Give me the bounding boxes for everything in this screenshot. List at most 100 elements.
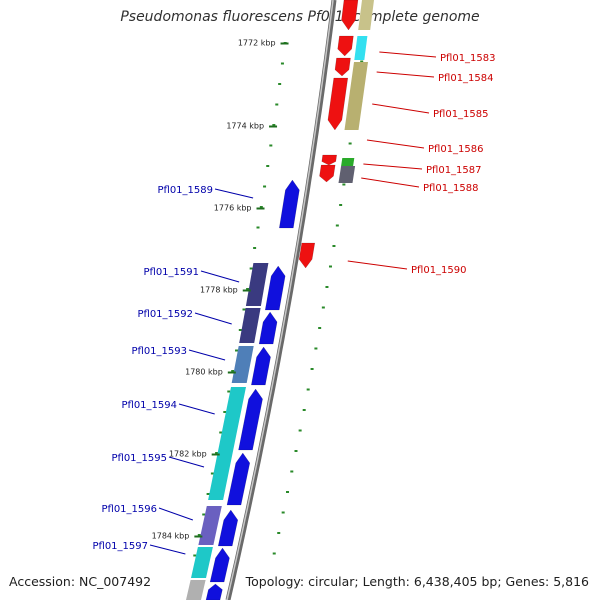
forward-gene xyxy=(205,583,223,600)
tick-dot xyxy=(259,206,263,208)
leader-line xyxy=(178,403,215,415)
forward-gene xyxy=(279,179,300,229)
gene-label-pfl01_1597: Pfl01_1597 xyxy=(92,541,148,552)
tick-dot xyxy=(335,224,339,227)
reverse-gene xyxy=(327,77,349,131)
tick-dot xyxy=(253,247,257,249)
tick-dot xyxy=(318,327,322,329)
reverse-gene xyxy=(337,35,354,57)
forward-gene xyxy=(209,547,230,583)
gene-label-pfl01_1583: Pfl01_1583 xyxy=(440,53,496,64)
tick-dot xyxy=(249,267,253,270)
leader-line xyxy=(372,103,430,114)
backbone-line xyxy=(225,0,337,600)
tick-dot xyxy=(280,62,284,65)
scale-tick-label: 1782 kbp xyxy=(169,450,207,459)
tick-dot xyxy=(328,265,332,268)
gene-label-pfl01_1593: Pfl01_1593 xyxy=(131,346,187,357)
category-bar xyxy=(231,346,254,383)
leader-line xyxy=(194,312,232,325)
scale-tick-label: 1778 kbp xyxy=(200,286,238,295)
accession-text: Accession: NC_007492 xyxy=(9,574,152,589)
tick-dot xyxy=(339,204,343,206)
scale-ticks: 1772 kbp 1774 kbp 1776 kbp 1778 kbp 1780 kbp… xyxy=(152,39,289,541)
scale-tick-mark xyxy=(211,453,220,456)
tick-dot xyxy=(348,142,352,145)
tick-dot xyxy=(246,288,250,290)
gene-label-pfl01_1591: Pfl01_1591 xyxy=(143,267,199,278)
scale-tick-mark xyxy=(280,42,289,45)
category-bar xyxy=(341,158,355,166)
tick-dot xyxy=(306,388,310,391)
backbone xyxy=(225,0,337,600)
scale-tick-mark xyxy=(194,535,203,538)
tick-dot xyxy=(210,472,214,475)
tick-dot xyxy=(219,431,223,434)
gene-label-pfl01_1584: Pfl01_1584 xyxy=(438,73,494,84)
tick-dot xyxy=(256,226,260,229)
gene-label-pfl01_1594: Pfl01_1594 xyxy=(121,400,177,411)
category-bar xyxy=(245,263,269,306)
tick-dot xyxy=(314,347,318,350)
scale-tick-label: 1780 kbp xyxy=(185,368,223,377)
leader-line xyxy=(347,260,408,270)
reverse-gene xyxy=(298,242,316,269)
leader-line xyxy=(188,349,226,361)
tick-dot xyxy=(360,60,364,63)
tick-dot xyxy=(197,534,201,536)
scale-tick-label: 1776 kbp xyxy=(214,204,252,213)
gene-labels: Pfl01_1583 Pfl01_1584 Pfl01_1585 Pfl01_1586… xyxy=(92,51,496,555)
scale-tick-label: 1784 kbp xyxy=(152,532,190,541)
genome-summary: Topology: circular; Length: 6,438,405 bp… xyxy=(245,574,589,589)
tick-dot xyxy=(202,513,206,516)
forward-gene xyxy=(217,509,239,547)
forward-gene xyxy=(258,311,278,345)
gene-label-pfl01_1585: Pfl01_1585 xyxy=(433,109,489,120)
tick-dot xyxy=(310,368,314,370)
leader-line xyxy=(379,51,437,58)
leader-line xyxy=(149,544,186,555)
tick-dot xyxy=(242,308,246,311)
category-bar xyxy=(208,387,246,500)
leader-line xyxy=(158,507,193,521)
category-bar xyxy=(191,547,213,578)
tick-dot xyxy=(193,554,197,557)
forward-gene xyxy=(264,265,286,311)
tick-dot xyxy=(277,532,281,534)
tick-dot xyxy=(235,349,239,352)
tick-dot xyxy=(266,165,270,167)
tick-dot xyxy=(272,124,276,126)
reverse-gene xyxy=(341,0,359,31)
gene-features xyxy=(186,0,374,600)
map-title: Pseudomonas fluorescens Pf0-1, complete … xyxy=(120,9,480,25)
category-bar xyxy=(358,0,374,30)
scale-tick-mark xyxy=(256,207,265,210)
leader-line xyxy=(361,177,420,188)
tick-dot xyxy=(227,390,231,393)
gene-label-pfl01_1588: Pfl01_1588 xyxy=(423,183,479,194)
tick-dot xyxy=(298,429,302,432)
scale-tick-label: 1774 kbp xyxy=(226,122,264,131)
category-bar xyxy=(198,506,222,545)
tick-dot xyxy=(223,411,227,413)
tick-dot xyxy=(269,144,273,147)
category-bar xyxy=(338,166,356,183)
leader-line xyxy=(363,163,423,170)
scale-tick-mark xyxy=(227,371,236,374)
tick-dot xyxy=(294,450,298,452)
tick-dot xyxy=(332,245,336,247)
leader-line xyxy=(366,139,425,149)
tick-dot xyxy=(215,452,219,454)
tick-dot xyxy=(321,306,325,309)
reverse-gene xyxy=(334,57,351,77)
scale-tick-label: 1772 kbp xyxy=(238,39,276,48)
tick-dot xyxy=(263,185,267,188)
gene-label-pfl01_1586: Pfl01_1586 xyxy=(428,144,484,155)
reverse-gene xyxy=(321,154,337,166)
leader-line xyxy=(214,188,254,199)
tick-dot xyxy=(325,286,329,288)
tick-dot xyxy=(238,329,242,331)
gene-label-pfl01_1587: Pfl01_1587 xyxy=(426,165,482,176)
gene-label-pfl01_1589: Pfl01_1589 xyxy=(157,185,213,196)
